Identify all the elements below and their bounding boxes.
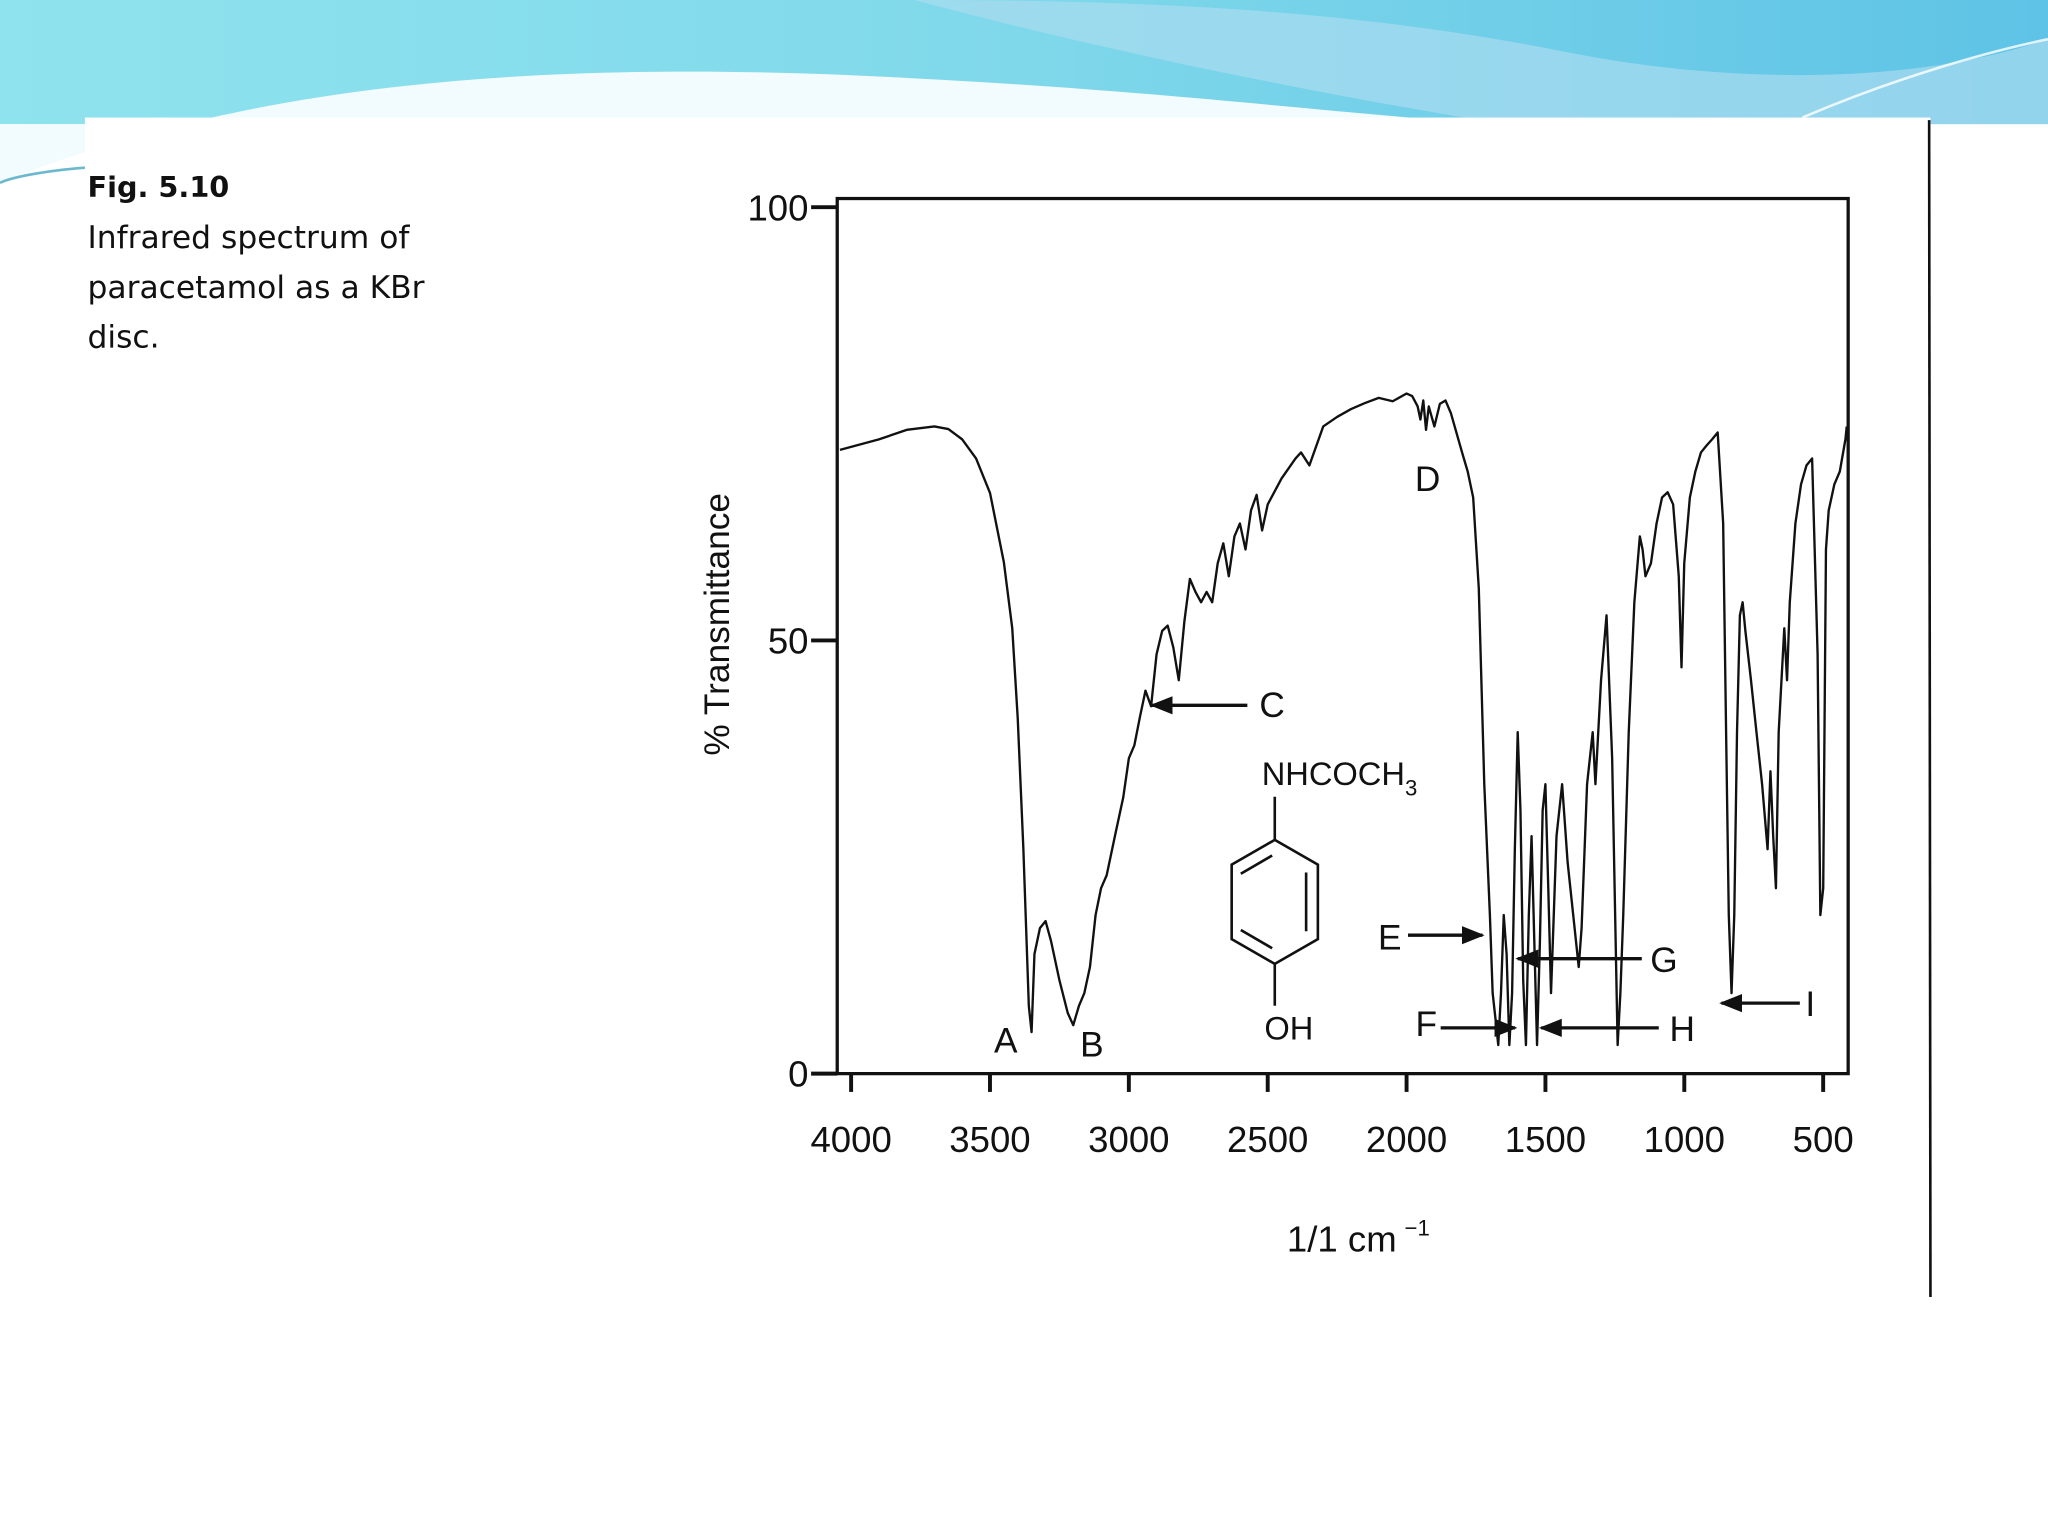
- peak-label: C: [1259, 686, 1284, 725]
- x-tick-label: 500: [1793, 1119, 1854, 1160]
- peak-label: F: [1416, 1005, 1438, 1044]
- peak-label: E: [1378, 919, 1402, 958]
- peak-label: G: [1650, 941, 1677, 980]
- y-tick-label: 50: [768, 620, 809, 661]
- peak-label: D: [1415, 460, 1440, 499]
- x-axis-label-main: 1/1 cm: [1287, 1218, 1397, 1259]
- structure-label: OH: [1264, 1010, 1313, 1047]
- structure: [1230, 796, 1320, 1006]
- peak-label: A: [994, 1022, 1018, 1061]
- x-tick-label: 2000: [1366, 1119, 1447, 1160]
- x-tick-label: 4000: [810, 1119, 891, 1160]
- x-tick-label: 1500: [1505, 1119, 1586, 1160]
- x-tick-label: 1000: [1644, 1119, 1725, 1160]
- caption-line: Infrared spectrum of: [88, 220, 411, 256]
- header-wave: [0, 0, 2048, 185]
- x-tick-label: 2500: [1227, 1119, 1308, 1160]
- divider: [1927, 120, 1932, 1297]
- peak-label: I: [1805, 985, 1815, 1024]
- structure-top: NHCOCH: [1262, 755, 1405, 792]
- peak-label: H: [1670, 1010, 1695, 1049]
- structure-label: NHCOCH3: [1262, 755, 1418, 800]
- structure-top-sub: 3: [1405, 775, 1417, 800]
- content-panel: [84, 117, 1931, 1300]
- caption-line: disc.: [88, 319, 160, 355]
- y-tick-label: 100: [747, 187, 808, 228]
- plot-frame: [835, 196, 1850, 1076]
- caption-line: paracetamol as a KBr: [88, 270, 425, 306]
- x-axis-label-sup: −1: [1405, 1216, 1430, 1241]
- x-tick-label: 3500: [949, 1119, 1030, 1160]
- x-axis-label: 1/1 cm −1: [1287, 1216, 1430, 1260]
- x-tick-label: 3000: [1088, 1119, 1169, 1160]
- y-tick-label: 0: [788, 1054, 808, 1095]
- peak-label: B: [1080, 1026, 1104, 1065]
- spectrum-line: [839, 392, 1848, 1047]
- y-axis-label: % Transmittance: [698, 493, 737, 756]
- figure-label: Fig. 5.10: [88, 170, 230, 204]
